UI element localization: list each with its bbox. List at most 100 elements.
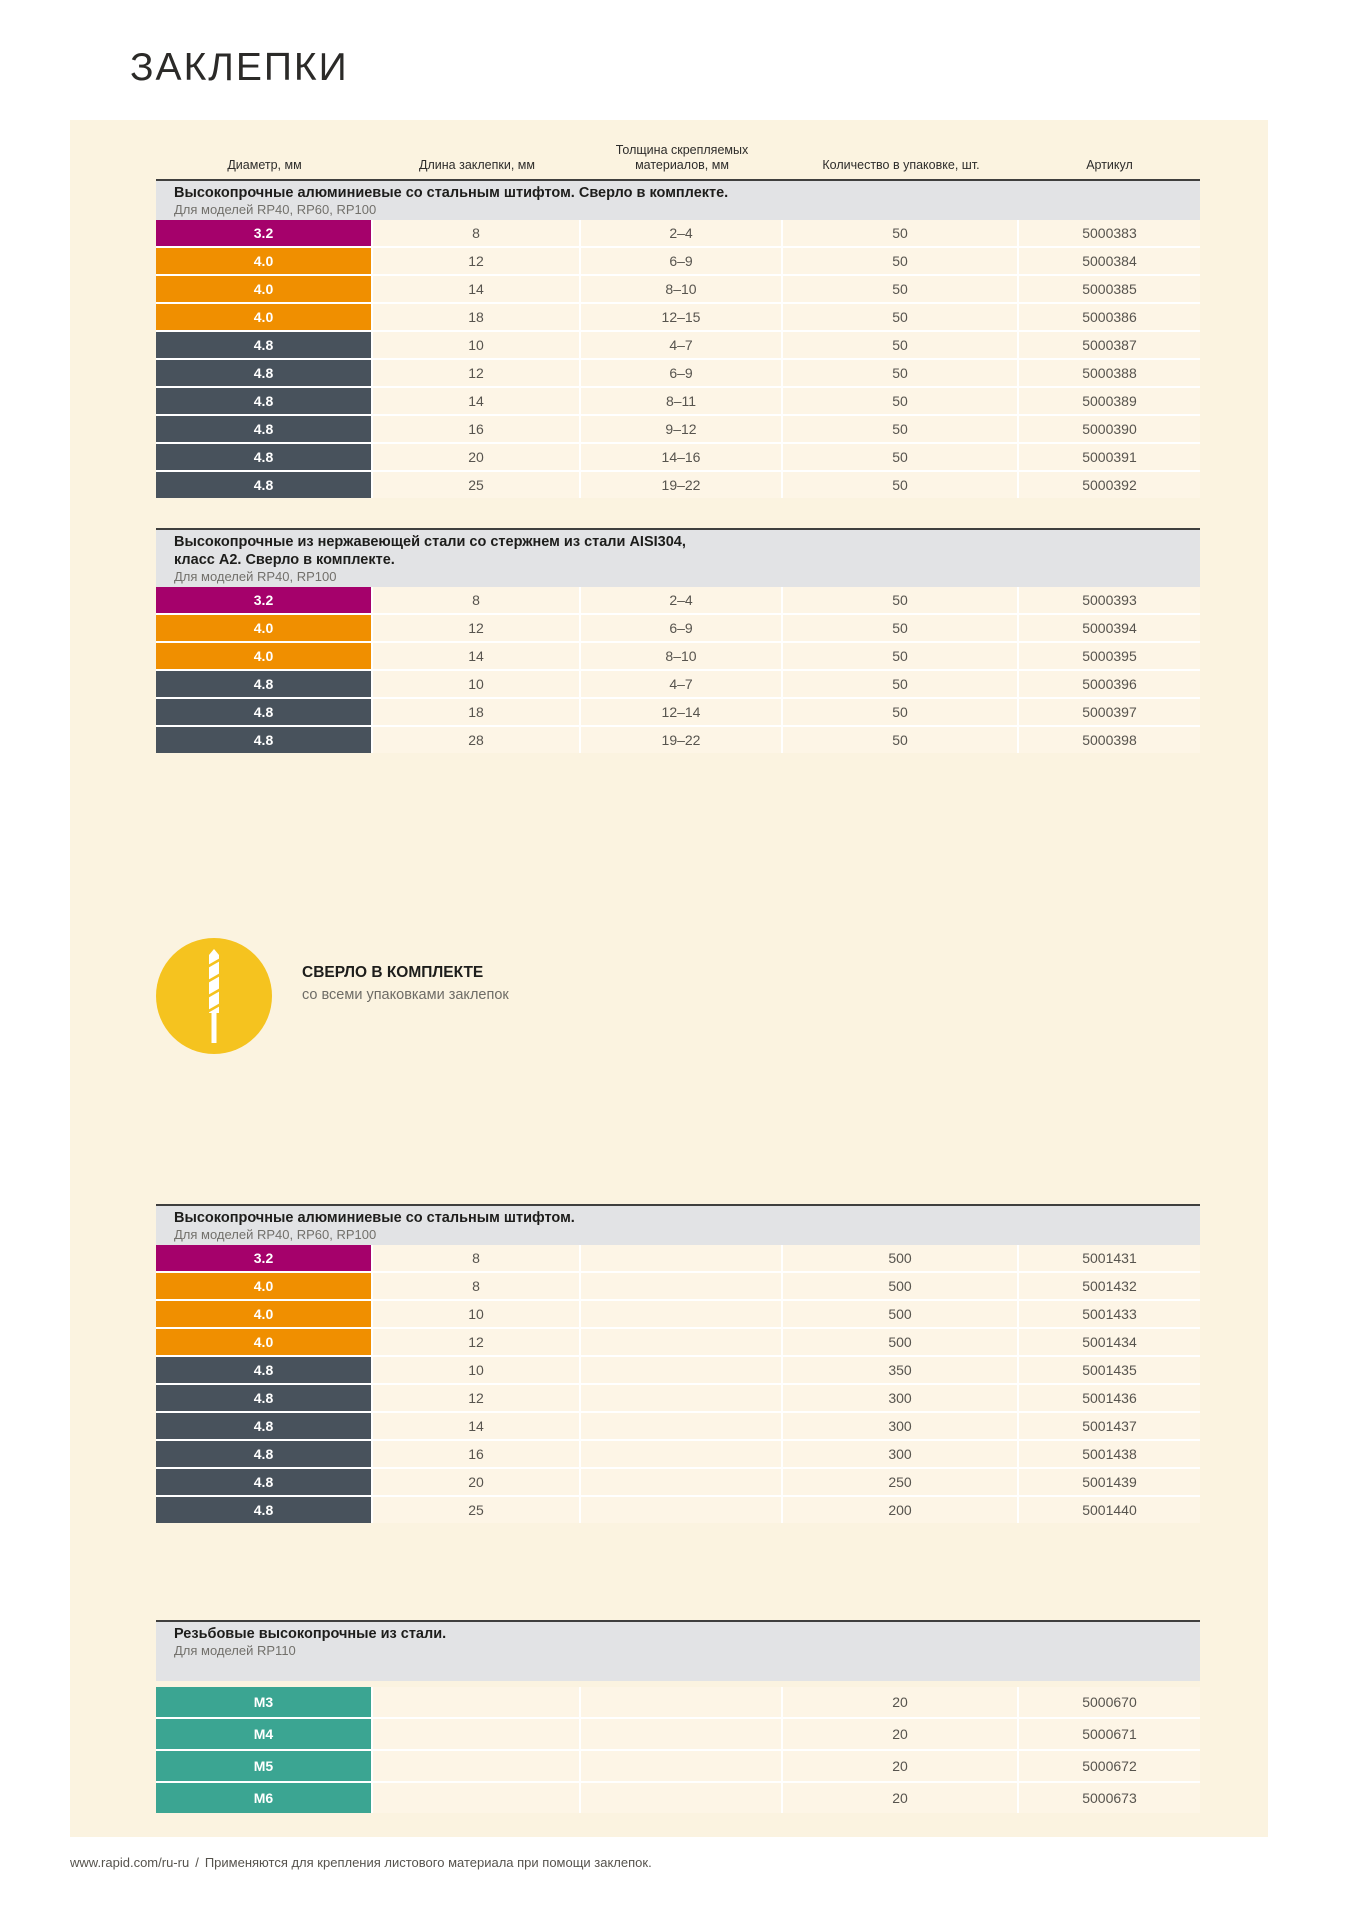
sku-cell: 5000396 (1082, 676, 1137, 692)
table-row: 4.8 25 19–22 50 5000392 (156, 472, 1200, 498)
table-row: М5 20 5000672 (156, 1751, 1200, 1781)
section-title: Резьбовые высокопрочные из стали. (174, 1626, 447, 1642)
thickness-cell: 12–14 (581, 699, 783, 725)
table-row: 4.0 18 12–15 50 5000386 (156, 304, 1200, 330)
length-cell: 12 (373, 1385, 581, 1411)
section-header: Высокопрочные алюминиевые со стальным шт… (156, 179, 1200, 220)
thickness-cell: 12–15 (581, 304, 783, 330)
diameter-cell: М6 (156, 1783, 373, 1813)
diameter-cell: 4.8 (156, 360, 373, 386)
length-cell: 8 (373, 587, 581, 613)
length-cell: 10 (373, 671, 581, 697)
length-cell (373, 1751, 581, 1781)
quantity-cell: 20 (783, 1719, 1019, 1749)
column-header-diameter: Диаметр, мм (227, 158, 302, 172)
thickness-cell (581, 1497, 783, 1523)
thickness-cell (581, 1245, 783, 1271)
sku-cell: 5000671 (1082, 1726, 1137, 1742)
quantity-cell: 50 (783, 699, 1019, 725)
column-header-thickness: Толщина скрепляемых материалов, мм (615, 143, 749, 172)
thickness-cell (581, 1273, 783, 1299)
quantity-cell: 50 (783, 220, 1019, 246)
diameter-cell: 4.8 (156, 727, 373, 753)
table-row: М6 20 5000673 (156, 1783, 1200, 1813)
section-rows: М3 20 5000670 М4 20 5000671 М5 20 5000672 М6 20 500… (156, 1687, 1200, 1813)
sku-cell: 5000394 (1082, 620, 1137, 636)
diameter-cell: 4.8 (156, 332, 373, 358)
section-title: Высокопрочные из нержавеющей стали со ст… (174, 534, 686, 550)
length-cell: 20 (373, 1469, 581, 1495)
table-row: 4.8 16 9–12 50 5000390 (156, 416, 1200, 442)
length-cell: 14 (373, 388, 581, 414)
length-cell: 10 (373, 1357, 581, 1383)
sku-cell: 5001437 (1082, 1418, 1137, 1434)
diameter-cell: 3.2 (156, 1245, 373, 1271)
sku-cell: 5000387 (1082, 337, 1137, 353)
section-stainless-aisi304: Высокопрочные из нержавеющей стали со ст… (156, 528, 1200, 753)
length-cell (373, 1687, 581, 1717)
table-row: 4.0 10 500 5001433 (156, 1301, 1200, 1327)
diameter-cell: 4.0 (156, 1301, 373, 1327)
quantity-cell: 50 (783, 444, 1019, 470)
length-cell: 18 (373, 304, 581, 330)
length-cell: 28 (373, 727, 581, 753)
thickness-cell: 4–7 (581, 671, 783, 697)
section-aluminium-with-drill: Высокопрочные алюминиевые со стальным шт… (156, 179, 1200, 498)
table-row: 4.8 12 300 5001436 (156, 1385, 1200, 1411)
length-cell: 14 (373, 276, 581, 302)
sku-cell: 5000395 (1082, 648, 1137, 664)
table-row: 3.2 8 2–4 50 5000393 (156, 587, 1200, 613)
section-subtitle: Для моделей RP110 (174, 1643, 296, 1658)
diameter-cell: 4.0 (156, 304, 373, 330)
footer-separator: / (195, 1855, 199, 1870)
column-header-length: Длина заклепки, мм (419, 158, 535, 172)
thickness-cell (581, 1441, 783, 1467)
diameter-cell: 4.0 (156, 276, 373, 302)
sku-cell: 5000673 (1082, 1790, 1137, 1806)
table-row: 4.8 10 350 5001435 (156, 1357, 1200, 1383)
drill-included-callout: СВЕРЛО В КОМПЛЕКТЕ со всеми упаковками з… (156, 938, 1200, 1054)
diameter-cell: 4.0 (156, 643, 373, 669)
quantity-cell: 50 (783, 671, 1019, 697)
table-row: 4.8 28 19–22 50 5000398 (156, 727, 1200, 753)
diameter-cell: 4.8 (156, 472, 373, 498)
diameter-cell: 4.8 (156, 671, 373, 697)
quantity-cell: 50 (783, 360, 1019, 386)
sku-cell: 5000398 (1082, 732, 1137, 748)
thickness-cell: 8–10 (581, 643, 783, 669)
section-header: Высокопрочные из нержавеющей стали со ст… (156, 528, 1200, 587)
length-cell: 20 (373, 444, 581, 470)
length-cell: 14 (373, 643, 581, 669)
quantity-cell: 20 (783, 1783, 1019, 1813)
table-row: 4.0 12 6–9 50 5000394 (156, 615, 1200, 641)
length-cell: 14 (373, 1413, 581, 1439)
table-row: 4.8 12 6–9 50 5000388 (156, 360, 1200, 386)
sku-cell: 5001435 (1082, 1362, 1137, 1378)
callout-title: СВЕРЛО В КОМПЛЕКТЕ (302, 963, 484, 981)
length-cell: 12 (373, 248, 581, 274)
quantity-cell: 50 (783, 587, 1019, 613)
sku-cell: 5001440 (1082, 1502, 1137, 1518)
section-title: Высокопрочные алюминиевые со стальным шт… (174, 185, 729, 201)
sku-cell: 5000392 (1082, 477, 1137, 493)
table-row: 4.0 14 8–10 50 5000385 (156, 276, 1200, 302)
table-row: 4.8 10 4–7 50 5000396 (156, 671, 1200, 697)
diameter-cell: 4.0 (156, 1329, 373, 1355)
thickness-cell (581, 1357, 783, 1383)
table-row: 3.2 8 500 5001431 (156, 1245, 1200, 1271)
diameter-cell: 4.0 (156, 615, 373, 641)
quantity-cell: 300 (783, 1385, 1019, 1411)
thickness-cell (581, 1751, 783, 1781)
table-row: 4.0 12 6–9 50 5000384 (156, 248, 1200, 274)
section-title: Высокопрочные алюминиевые со стальным шт… (174, 1210, 575, 1226)
sku-cell: 5000384 (1082, 253, 1137, 269)
section-subtitle: Для моделей RP40, RP60, RP100 (174, 1227, 377, 1242)
table-row: 4.8 20 14–16 50 5000391 (156, 444, 1200, 470)
content-panel: Диаметр, мм Длина заклепки, мм Толщина с… (70, 120, 1268, 1837)
sku-cell: 5001431 (1082, 1250, 1137, 1266)
diameter-cell: 3.2 (156, 587, 373, 613)
quantity-cell: 50 (783, 304, 1019, 330)
sku-cell: 5001432 (1082, 1278, 1137, 1294)
callout-text: СВЕРЛО В КОМПЛЕКТЕ со всеми упаковками з… (302, 964, 509, 1029)
footer-url[interactable]: www.rapid.com/ru-ru (70, 1855, 190, 1870)
